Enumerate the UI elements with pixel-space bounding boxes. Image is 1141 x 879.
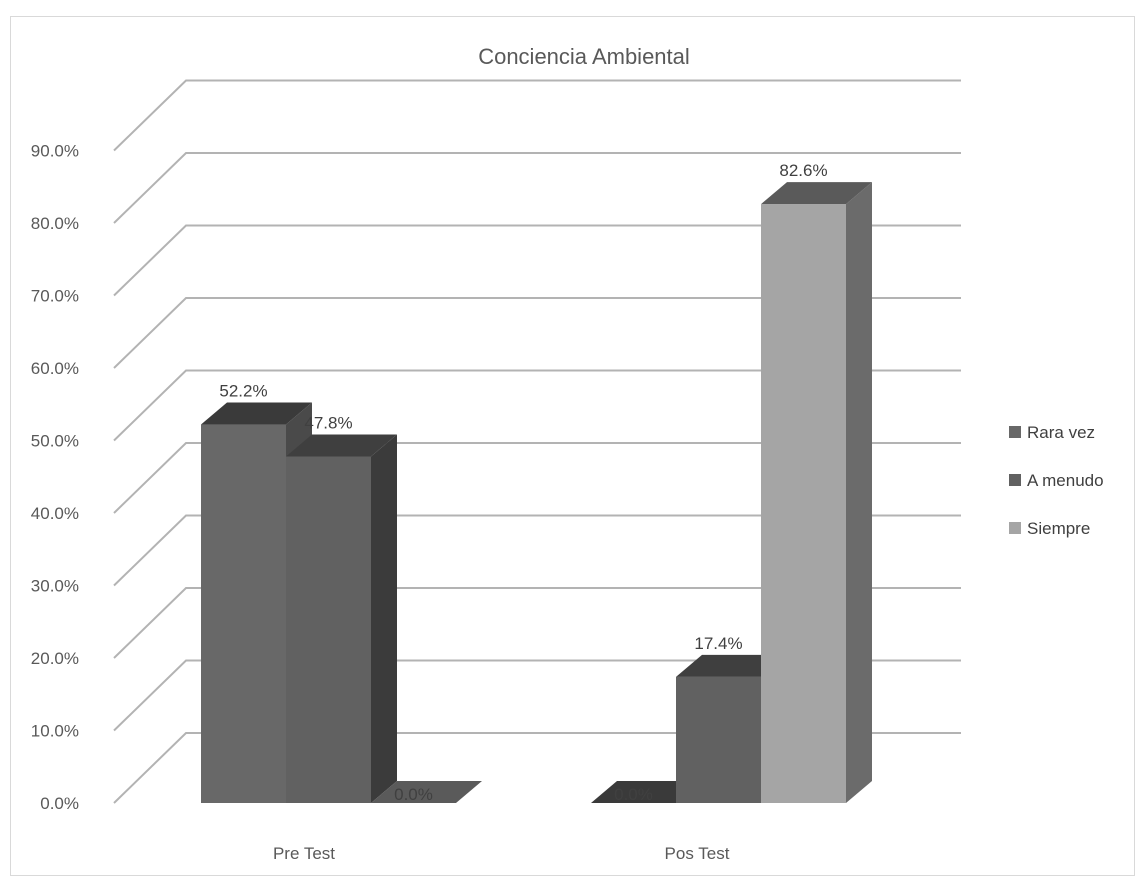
legend-item: Rara vez [1009,423,1095,442]
bar-top [371,781,482,803]
bar-front [286,456,371,803]
y-tick-label: 90.0% [31,142,79,161]
bar-top [201,402,312,425]
gridline [113,514,961,587]
bars [201,182,872,803]
y-tick-label: 0.0% [40,794,79,813]
gridline [113,297,961,369]
legend-item: Siempre [1009,519,1090,538]
legend: Rara vez A menudo Siempre [1009,423,1104,538]
legend-item: A menudo [1009,471,1104,490]
legend-label: Siempre [1027,519,1090,538]
data-label: 52.2% [219,382,267,401]
y-axis: 0.0% 10.0% 20.0% 30.0% 40.0% 50.0% 60.0% 70.0% 8… [31,142,79,814]
gridline [113,152,961,224]
bar-top [676,654,787,677]
gridline [113,442,961,514]
bar [591,781,702,803]
bar-top [286,434,397,457]
y-tick-label: 30.0% [31,577,79,596]
y-tick-label: 50.0% [31,432,79,451]
bar-top [591,781,702,803]
gridline [113,224,961,297]
y-tick-label: 80.0% [31,214,79,233]
gridline [113,587,961,659]
legend-label: A menudo [1027,471,1104,490]
gridline [113,369,961,442]
y-tick-label: 40.0% [31,504,79,523]
y-tick-label: 10.0% [31,722,79,741]
bar [371,781,482,803]
bar-front [201,424,286,803]
chart-area: 0.0% 10.0% 20.0% 30.0% 40.0% 50.0% 60.0% 70.0% 8… [10,16,1135,876]
chart-title: Conciencia Ambiental [478,44,690,69]
gridlines [113,79,961,804]
bar [286,434,397,803]
bar-side [371,434,397,803]
data-labels: 52.2% 47.8% 0.0% 0.0% 17.4% 82.6% [219,161,827,804]
gridline [113,79,961,152]
bar-front [676,676,761,803]
bar [761,182,872,803]
y-tick-label: 70.0% [31,287,79,306]
x-tick-label: Pos Test [665,844,730,863]
data-label: 82.6% [779,161,827,180]
legend-swatch [1009,522,1021,534]
data-label: 47.8% [304,413,352,432]
chart-svg: 0.0% 10.0% 20.0% 30.0% 40.0% 50.0% 60.0% 70.0% 8… [31,44,1104,863]
y-tick-label: 20.0% [31,649,79,668]
data-label: 0.0% [614,785,653,804]
y-tick-label: 60.0% [31,359,79,378]
bar-top [761,182,872,205]
x-axis: Pre Test Pos Test [273,844,730,863]
data-label: 0.0% [394,785,433,804]
legend-swatch [1009,426,1021,438]
legend-swatch [1009,474,1021,486]
legend-label: Rara vez [1027,423,1095,442]
bar-front [761,204,846,803]
data-label: 17.4% [694,634,742,653]
x-tick-label: Pre Test [273,844,335,863]
bar-side [846,182,872,803]
